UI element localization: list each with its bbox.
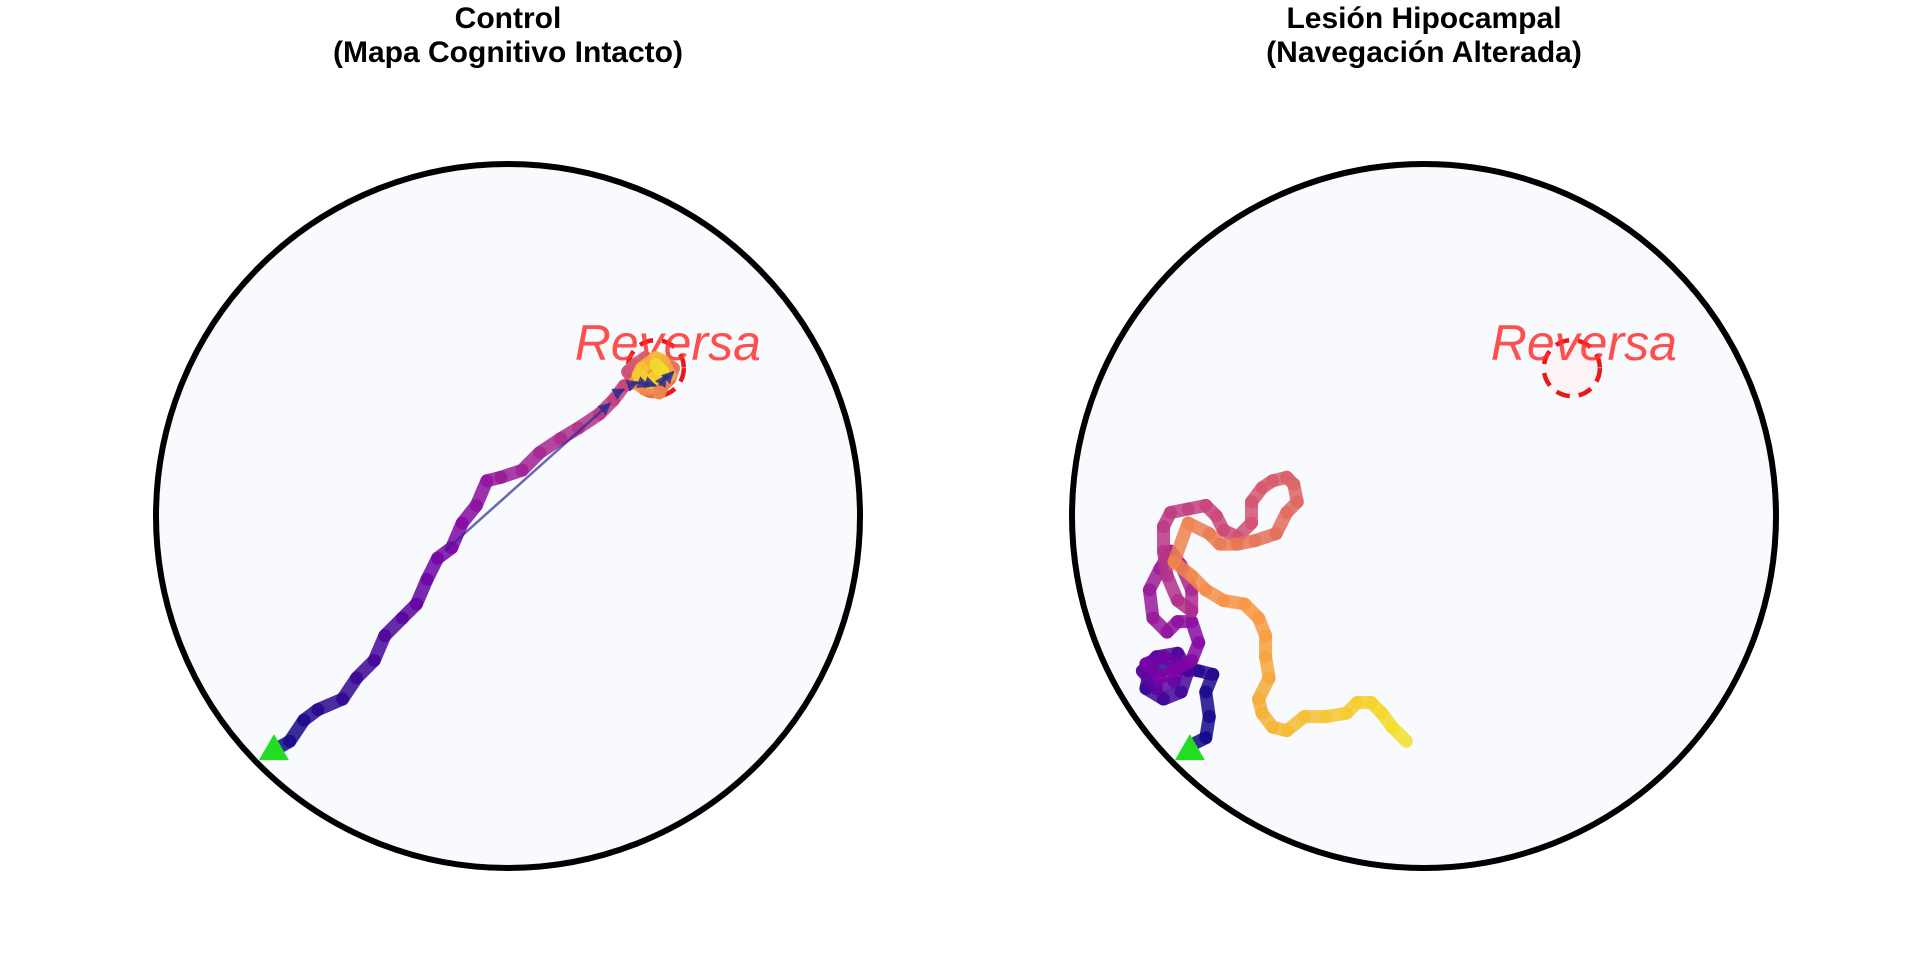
direction-arrow-icon — [611, 388, 626, 400]
direction-arrows — [443, 370, 675, 553]
path-segment — [649, 358, 670, 379]
panel-lesion: Lesión Hipocampal (Navegación Alterada) … — [1069, 2, 1779, 871]
start-triangle-icon — [1174, 734, 1205, 761]
direction-arrow-icon — [661, 370, 675, 385]
panel-subtitle: (Navegación Alterada) — [1266, 36, 1582, 69]
direction-arrow-icon — [643, 376, 658, 389]
path-segment — [1385, 720, 1413, 748]
direction-arrow-icon — [443, 402, 612, 553]
arena-circle — [153, 161, 863, 871]
platform-marker — [625, 337, 687, 399]
panel-control: Control (Mapa Cognitivo Intacto) Reversa — [153, 2, 863, 871]
panel-title: Lesión Hipocampal — [1286, 2, 1561, 35]
arena-circle — [1069, 161, 1779, 871]
platform-label: Reversa — [1491, 315, 1677, 371]
panel-title: Control — [455, 2, 562, 35]
path-segment — [1167, 516, 1195, 569]
swim-path — [1135, 470, 1413, 752]
start-triangle-icon — [258, 734, 289, 761]
panel-subtitle: (Mapa Cognitivo Intacto) — [333, 36, 683, 69]
platform-marker — [1541, 337, 1603, 399]
